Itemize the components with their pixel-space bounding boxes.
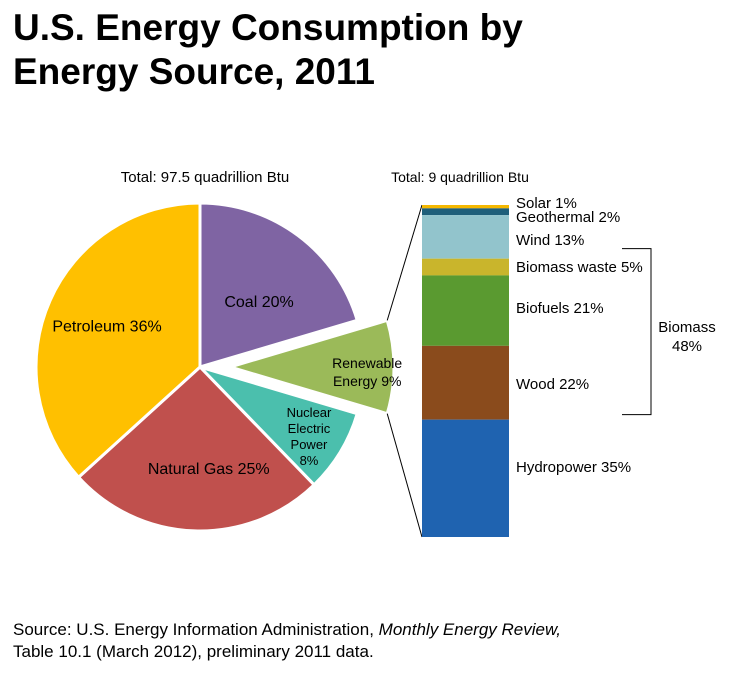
bar-segment-wood xyxy=(422,345,509,420)
stacked-bar-chart: Solar 1%Geothermal 2% Wind 13% Biomass was… xyxy=(422,195,643,537)
chart-title-line1: U.S. Energy Consumption by xyxy=(13,7,523,48)
source-publication: Monthly Energy Review, xyxy=(378,620,562,639)
pie-label-natural-gas-line: Natural Gas 25% xyxy=(148,461,270,478)
biomass-bracket-line xyxy=(622,248,652,416)
pie-total-label: Total: 97.5 quadrillion Btu xyxy=(121,169,289,186)
pie-label-natural-gas: Natural Gas 25% xyxy=(148,461,270,478)
bar-segment-biomass-waste xyxy=(422,258,509,276)
pie-label-nuclear-line: Power xyxy=(291,437,329,452)
pie-label-coal-line: Coal 20% xyxy=(224,294,293,311)
bar-segment-geothermal xyxy=(422,208,509,216)
pie-chart: Coal 20%Renewable Energy 9%Nuclear Electri… xyxy=(34,201,402,533)
connector-lines xyxy=(386,204,423,538)
pie-slice-renewable xyxy=(228,318,396,416)
bar-label-hydropower: Hydropower 35% xyxy=(516,459,631,476)
bar-segment-solar xyxy=(422,205,509,209)
bar-segment-hydropower xyxy=(422,419,509,537)
pie-label-nuclear: Nuclear Electric Power 8% xyxy=(287,405,332,468)
biomass-group-label-line: 48% xyxy=(672,338,702,355)
bar-segment-wind xyxy=(422,215,509,259)
pie-slice-natural-gas xyxy=(77,365,316,533)
biomass-group-label: Biomass 48% xyxy=(658,319,716,355)
biomass-group-label-line: Biomass xyxy=(658,319,716,336)
source-prefix: Source: U.S. Energy Information Administ… xyxy=(13,620,379,639)
biomass-bracket: Biomass 48% xyxy=(622,248,716,416)
bar-label-wood: Wood 22% xyxy=(516,376,589,393)
connector-line-top xyxy=(386,204,423,321)
bar-label-biomass-waste: Biomass waste 5% xyxy=(516,259,643,276)
connector-line-bottom xyxy=(386,413,423,538)
bar-label-solar: Solar 1% xyxy=(516,195,577,212)
pie-label-nuclear-line: 8% xyxy=(300,453,319,468)
pie-slice-coal xyxy=(198,201,359,369)
pie-label-renewable: Renewable Energy 9% xyxy=(332,355,402,389)
pie-label-nuclear-line: Electric xyxy=(288,421,331,436)
chart-title: U.S. Energy Consumption by Energy Source… xyxy=(13,6,523,94)
pie-label-petroleum: Petroleum 36% xyxy=(52,318,161,335)
energy-chart: Total: 97.5 quadrillion Btu Total: 9 qua… xyxy=(34,169,716,538)
chart-title-line2: Energy Source, 2011 xyxy=(13,51,375,92)
bar-label-geothermal: Geothermal 2% xyxy=(516,209,620,226)
pie-label-renewable-line: Energy 9% xyxy=(333,373,401,389)
source-detail: Table 10.1 (March 2012), preliminary 201… xyxy=(13,642,374,661)
bar-total-label: Total: 9 quadrillion Btu xyxy=(391,169,529,185)
pie-label-nuclear-line: Nuclear xyxy=(287,405,332,420)
pie-label-coal: Coal 20% xyxy=(224,294,293,311)
pie-label-petroleum-line: Petroleum 36% xyxy=(52,318,161,335)
source-note: Source: U.S. Energy Information Administ… xyxy=(13,619,561,663)
bar-segment-biofuels xyxy=(422,275,509,346)
pie-label-renewable-line: Renewable xyxy=(332,355,402,371)
bar-label-wind: Wind 13% xyxy=(516,232,584,249)
pie-slice-petroleum xyxy=(34,201,202,479)
bar-label-biofuels: Biofuels 21% xyxy=(516,300,604,317)
